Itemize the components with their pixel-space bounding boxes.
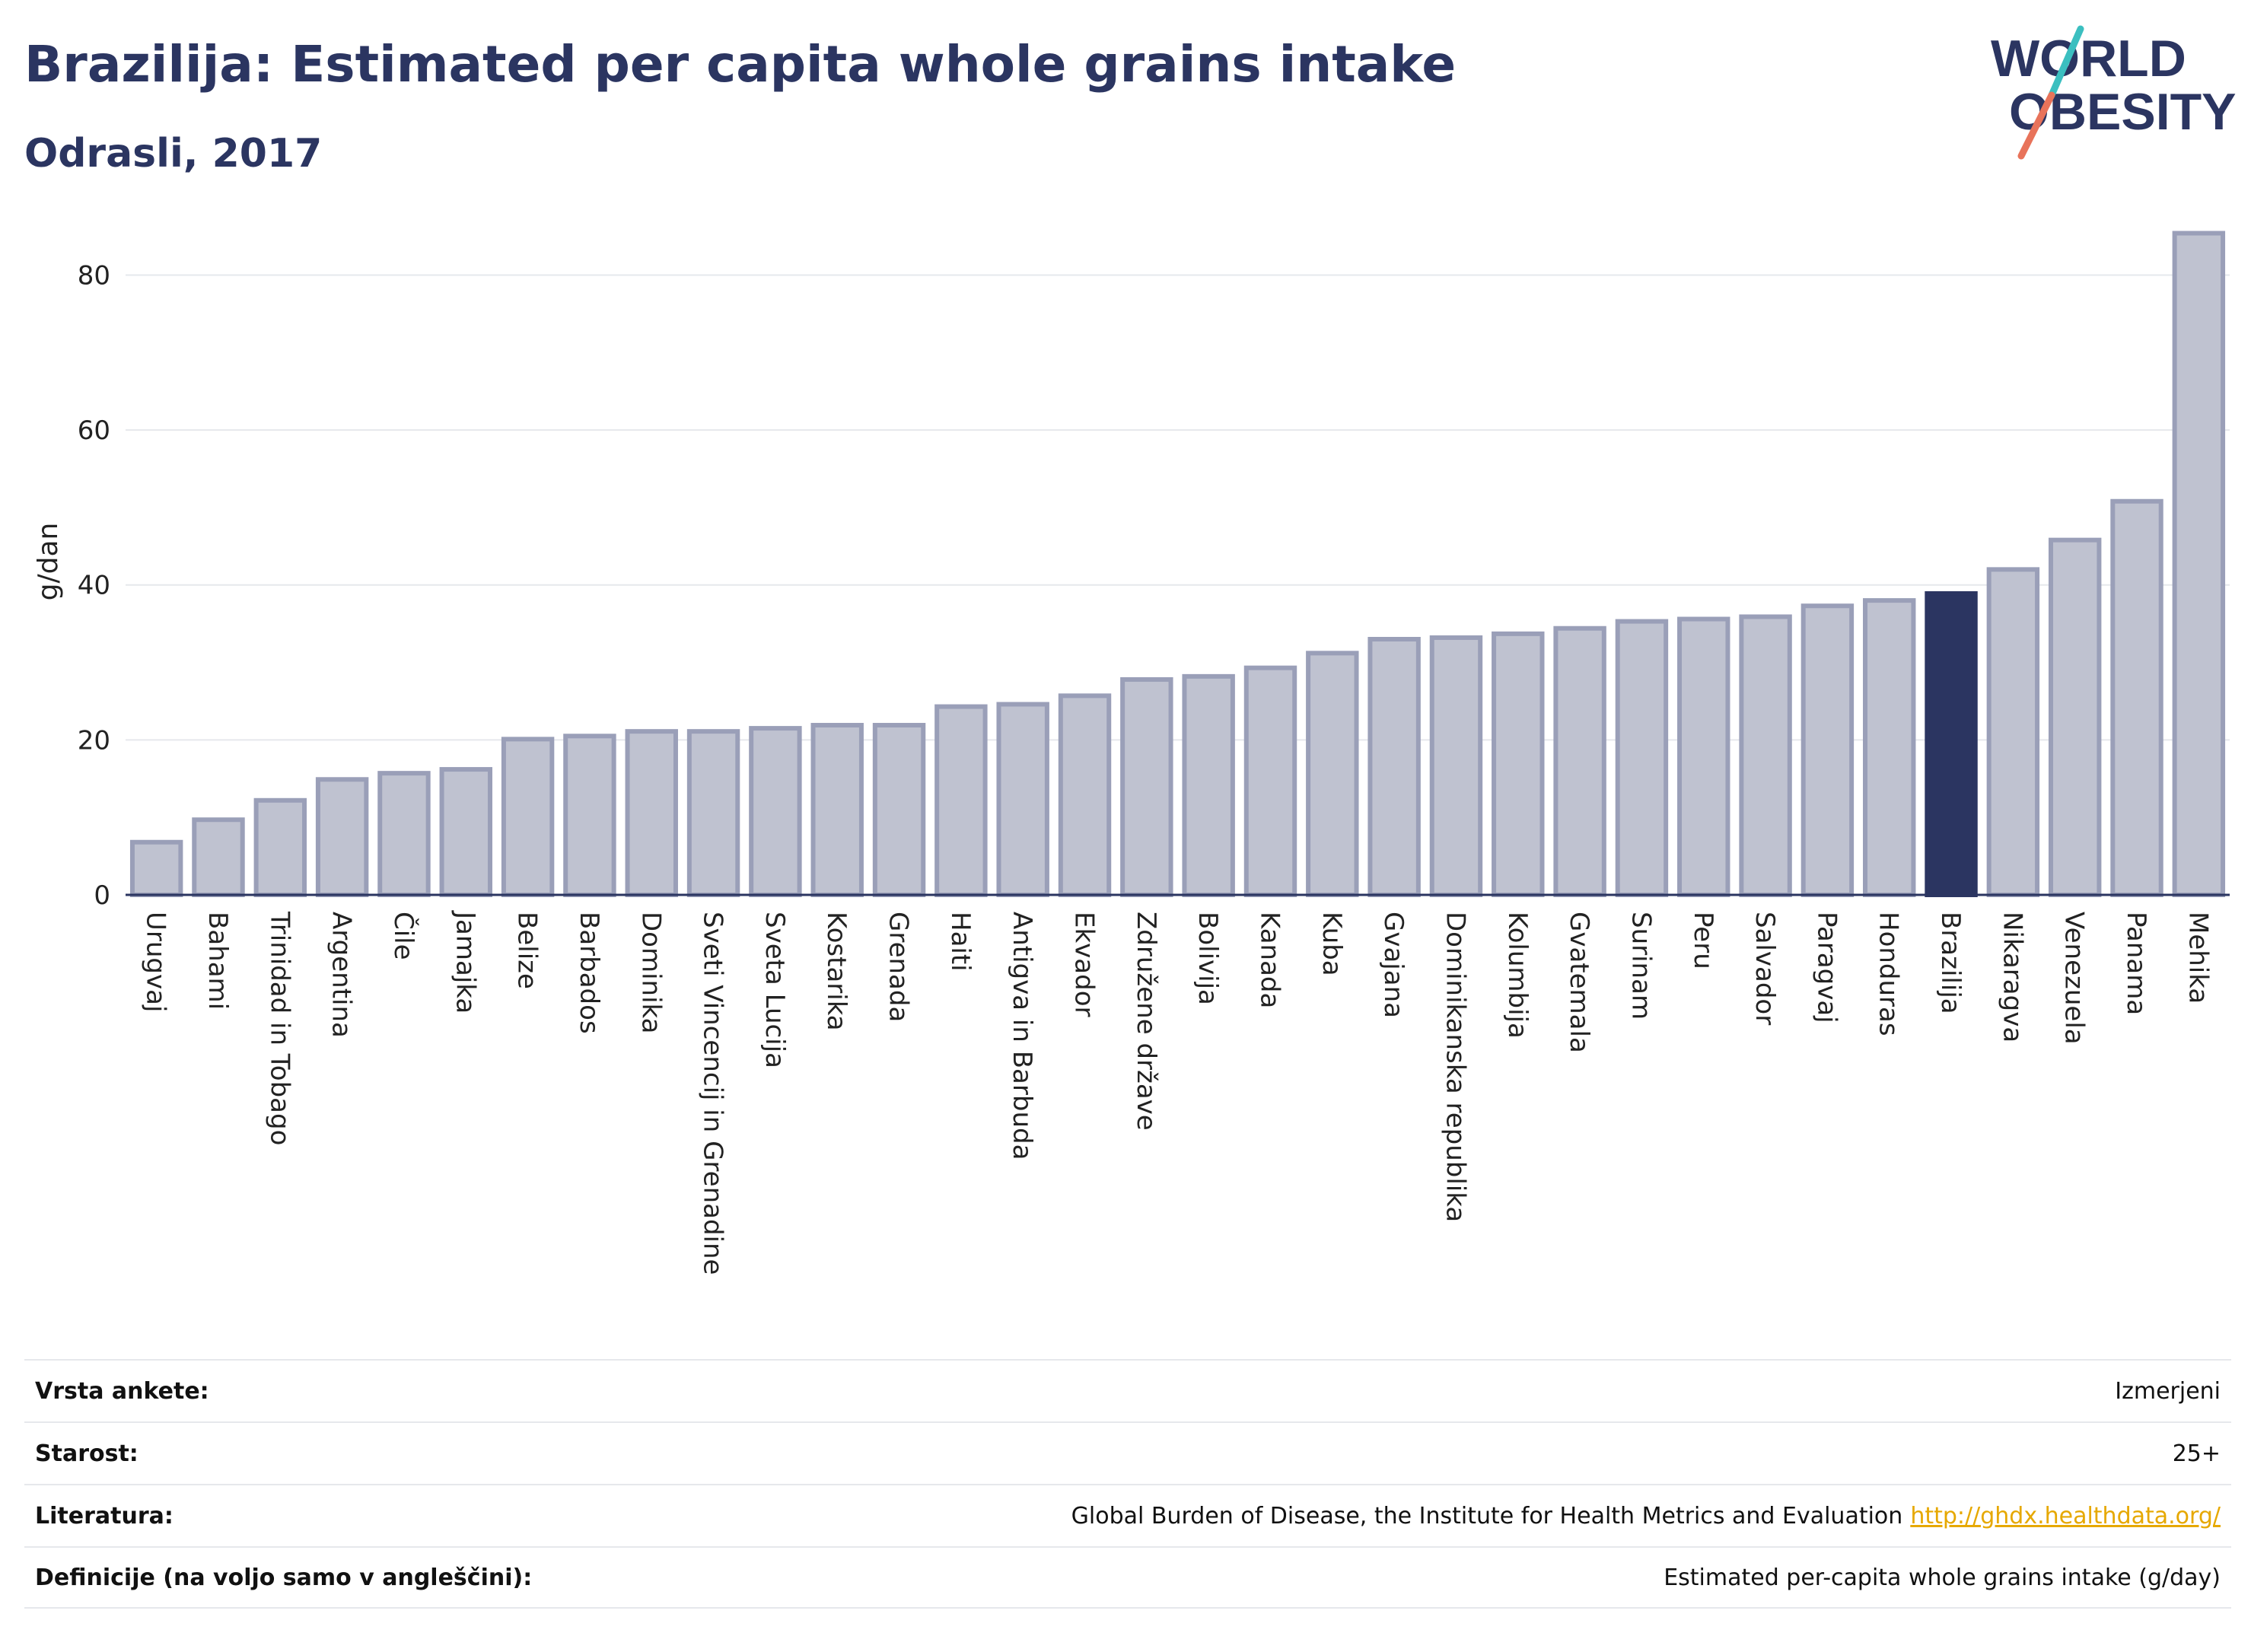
meta-value-container: Global Burden of Disease, the Institute …: [1071, 1503, 2221, 1529]
logo-line1: WORLD: [1991, 30, 2186, 88]
bar: [253, 797, 307, 897]
bar: [1243, 665, 1297, 897]
x-tick-label: Kuba: [1317, 912, 1347, 976]
world-obesity-logo: WORLD OBESITY: [1991, 25, 2237, 160]
x-tick-label: Panama: [2121, 912, 2151, 1015]
bar: [1739, 614, 1792, 897]
bar: [1677, 616, 1730, 897]
bar: [934, 704, 988, 898]
x-tick-label: Antigva in Barbuda: [1007, 912, 1037, 1160]
x-tick-label: Honduras: [1874, 912, 1904, 1036]
meta-label: Vrsta ankete:: [35, 1377, 209, 1405]
meta-row-definitions: Definicije (na voljo samo v angleščini):…: [24, 1546, 2231, 1609]
x-tick-label: Gvajana: [1378, 912, 1409, 1018]
bar: [2048, 537, 2102, 897]
bar: [129, 839, 183, 897]
x-tick-label: Urugvaj: [141, 912, 171, 1012]
x-tick-label: Jamajka: [450, 910, 480, 1014]
meta-label: Starost:: [35, 1440, 138, 1467]
bar: [1120, 676, 1173, 897]
meta-row-age: Starost: 25+: [24, 1421, 2231, 1484]
x-tick-label: Gvatemala: [1564, 912, 1594, 1053]
logo-slash-teal: [2048, 25, 2084, 99]
bar: [1553, 625, 1606, 898]
x-tick-label: Argentina: [326, 912, 357, 1038]
meta-row-literature: Literatura: Global Burden of Disease, th…: [24, 1484, 2231, 1546]
meta-row-survey-type: Vrsta ankete: Izmerjeni: [24, 1359, 2231, 1421]
bar: [872, 723, 926, 897]
x-tick-label: Paragvaj: [1811, 912, 1842, 1023]
bar: [315, 777, 369, 897]
bar: [377, 771, 431, 897]
x-tick-label: Bolivija: [1192, 912, 1223, 1005]
y-tick-label: 60: [78, 415, 110, 446]
y-tick-label: 40: [78, 571, 110, 601]
bar: [749, 726, 802, 897]
bar: [563, 734, 616, 897]
x-tick-label: Venezuela: [2059, 912, 2090, 1045]
bar: [2172, 231, 2226, 898]
x-tick-label: Ekvador: [1069, 912, 1100, 1017]
x-tick-label: Barbados: [574, 912, 604, 1034]
x-tick-label: Kolumbija: [1502, 912, 1533, 1039]
x-tick-label: Dominikanska republika: [1440, 912, 1470, 1222]
meta-label: Definicije (na voljo samo v angleščini):: [35, 1564, 533, 1591]
bar: [996, 702, 1049, 898]
bar: [1863, 598, 1916, 897]
bar: [1800, 603, 1855, 898]
y-tick-label: 0: [94, 880, 110, 911]
y-axis-label: g/dan: [33, 523, 64, 601]
x-tick-label: Haiti: [945, 912, 976, 972]
x-tick-label: Belize: [512, 912, 543, 989]
bar: [686, 729, 740, 897]
x-tick-label: Kanada: [1254, 912, 1285, 1008]
page-title: Brazilija: Estimated per capita whole gr…: [24, 35, 1457, 94]
x-tick-label: Brazilija: [1935, 912, 1966, 1014]
bar: [1367, 637, 1421, 897]
x-tick-label: Grenada: [884, 912, 914, 1022]
meta-label: Literatura:: [35, 1502, 174, 1529]
meta-value: Global Burden of Disease, the Institute …: [1071, 1502, 1903, 1529]
meta-value: 25+: [2172, 1440, 2221, 1467]
y-tick-label: 80: [78, 260, 110, 291]
bar: [1429, 635, 1483, 897]
meta-value: Estimated per-capita whole grains intake…: [1664, 1564, 2221, 1591]
bar: [1615, 619, 1669, 898]
metadata-table: Vrsta ankete: Izmerjeni Starost: 25+ Lit…: [24, 1359, 2231, 1609]
x-tick-label: Bahami: [202, 912, 233, 1010]
x-tick-label: Dominika: [635, 912, 666, 1033]
x-tick-label: Sveta Lucija: [759, 912, 790, 1068]
bar: [625, 729, 678, 897]
bar-chart: 0 20 40 60 80 g/dan Urugvaj Bahami Trinidad in T…: [33, 231, 2230, 1275]
x-tick-label: Kostarika: [821, 912, 852, 1031]
bar: [1986, 567, 2040, 897]
x-tick-label: Mehika: [2183, 912, 2213, 1004]
meta-value: Izmerjeni: [2115, 1377, 2221, 1405]
x-tick-label: Salvador: [1750, 912, 1780, 1025]
x-tick-label: Surinam: [1625, 912, 1656, 1020]
y-tick-label: 20: [78, 725, 110, 756]
x-tick-label: Čile: [388, 912, 419, 960]
bar-highlight: [1925, 590, 1978, 897]
bar: [1306, 651, 1359, 897]
bar: [439, 767, 492, 898]
bar: [501, 737, 555, 897]
x-tick-label: Združene države: [1131, 912, 1161, 1131]
bar: [1182, 673, 1235, 897]
x-tick-label: Sveti Vincencij in Grenadine: [698, 912, 728, 1275]
bar: [810, 723, 864, 897]
x-tick-label: Trinidad in Tobago: [264, 911, 295, 1145]
source-link[interactable]: http://ghdx.healthdata.org/: [1910, 1502, 2221, 1529]
logo-slash-coral: [2017, 91, 2055, 160]
page-subtitle: Odrasli, 2017: [24, 131, 323, 177]
bar: [192, 817, 245, 898]
bar: [1492, 631, 1545, 897]
bar: [1058, 693, 1112, 897]
x-tick-label: Peru: [1688, 912, 1718, 969]
bar: [2110, 498, 2163, 898]
x-tick-label: Nikaragva: [1997, 912, 2027, 1042]
